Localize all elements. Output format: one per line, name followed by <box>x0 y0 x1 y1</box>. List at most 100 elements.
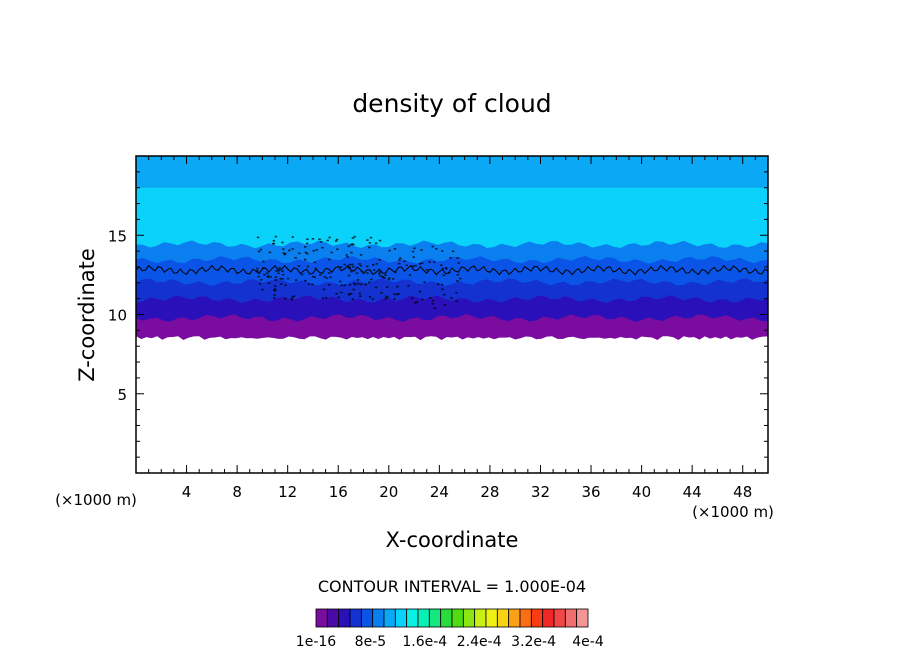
wave-speckle <box>366 272 369 274</box>
colorbar-swatch <box>326 608 340 628</box>
wave-speckle <box>378 272 381 275</box>
wave-speckle <box>323 276 326 278</box>
wave-speckle <box>375 263 378 265</box>
x-tick-label: 32 <box>531 483 550 501</box>
wave-speckle <box>328 258 331 261</box>
colorbar-label: 1e-16 <box>296 634 336 650</box>
wave-speckle <box>440 264 443 266</box>
y-axis-ticks: 5 10 15 <box>108 171 768 458</box>
colorbar-swatch <box>564 608 578 628</box>
x-axis-ticks: 4 8 12 16 20 24 28 32 36 40 44 48 <box>148 156 756 501</box>
x-tick-label: 24 <box>430 483 449 501</box>
contour-interval-text: CONTOUR INTERVAL = 1.000E-04 <box>318 577 586 596</box>
wave-speckle <box>291 236 294 238</box>
wave-speckle <box>351 263 354 266</box>
wave-speckle <box>304 251 307 254</box>
wave-speckle <box>431 302 434 305</box>
wave-speckle <box>283 253 286 256</box>
wave-speckle <box>398 262 401 265</box>
wave-speckle <box>350 292 353 295</box>
wave-speckle <box>378 239 382 242</box>
colorbar-swatch <box>485 608 498 628</box>
wave-speckle <box>443 293 446 296</box>
wave-speckle <box>369 236 373 239</box>
wave-speckle <box>343 284 346 286</box>
colorbar-swatch <box>440 608 453 628</box>
wave-speckle <box>327 272 331 274</box>
wave-speckle <box>258 283 262 285</box>
wave-speckle <box>358 292 361 295</box>
wave-speckle <box>347 274 351 277</box>
wave-speckle <box>266 276 270 278</box>
x-unit-right: (×1000 m) <box>692 503 774 521</box>
wave-speckle <box>284 297 287 300</box>
wave-speckle <box>277 269 280 272</box>
wave-speckle <box>354 283 357 286</box>
wave-disturbance <box>256 235 462 309</box>
colorbar-swatch <box>530 608 544 628</box>
y-axis-label: Z-coordinate <box>75 248 99 382</box>
wave-speckle <box>388 277 391 279</box>
wave-speckle <box>360 283 363 286</box>
wave-speckle <box>274 285 277 287</box>
wave-speckle <box>321 246 324 249</box>
wave-speckle <box>262 260 265 263</box>
wave-speckle <box>313 261 317 264</box>
wave-speckle <box>385 295 388 298</box>
wave-speckle <box>304 246 307 248</box>
wave-speckle <box>412 256 415 258</box>
wave-speckle <box>281 241 284 244</box>
wave-speckle <box>306 238 309 241</box>
wave-speckle <box>441 267 445 270</box>
wave-speckle <box>273 297 276 299</box>
wave-speckle <box>286 277 290 280</box>
x-axis-label: X-coordinate <box>386 528 519 552</box>
wave-speckle <box>291 248 294 250</box>
colorbar-swatch <box>508 608 521 628</box>
wave-speckle <box>311 238 315 240</box>
wave-speckle <box>448 272 451 274</box>
colorbar-swatch <box>553 608 566 628</box>
wave-speckle <box>396 285 399 288</box>
wave-speckle <box>384 297 387 300</box>
wave-speckle <box>433 261 436 264</box>
wave-speckle <box>343 263 346 266</box>
colorbar-swatch <box>406 608 419 628</box>
wave-speckle <box>393 248 397 250</box>
wave-speckle <box>398 259 401 261</box>
wave-speckle <box>284 284 287 287</box>
x-tick-label: 48 <box>733 483 752 501</box>
wave-speckle <box>288 249 291 252</box>
wave-speckle <box>305 242 309 245</box>
wave-speckle <box>340 284 343 287</box>
wave-speckle <box>275 270 278 272</box>
wave-speckle <box>301 273 304 276</box>
wave-speckle <box>325 277 329 279</box>
wave-speckle <box>274 279 277 281</box>
wave-speckle <box>267 282 271 284</box>
cloud-field <box>136 156 768 341</box>
chart-title: density of cloud <box>352 89 551 118</box>
colorbar-swatch <box>428 608 442 628</box>
colorbar-label: 3.2e-4 <box>511 634 556 650</box>
wave-speckle <box>306 265 310 268</box>
wave-speckle <box>274 276 278 278</box>
wave-speckle <box>420 262 424 264</box>
wave-speckle <box>393 298 396 300</box>
wave-speckle <box>268 251 272 254</box>
wave-speckle <box>431 245 434 248</box>
wave-speckle <box>312 250 315 252</box>
colorbar-swatch <box>338 608 351 628</box>
wave-speckle <box>318 238 321 241</box>
wave-speckle <box>441 250 444 252</box>
wave-speckle <box>304 279 307 282</box>
wave-speckle <box>457 262 460 264</box>
wave-speckle <box>357 282 360 285</box>
wave-speckle <box>393 293 396 295</box>
wave-speckle <box>306 252 309 255</box>
wave-speckle <box>279 277 282 280</box>
wave-speckle <box>319 274 322 276</box>
wave-speckle <box>437 283 440 285</box>
colorbar-swatch <box>383 608 396 628</box>
